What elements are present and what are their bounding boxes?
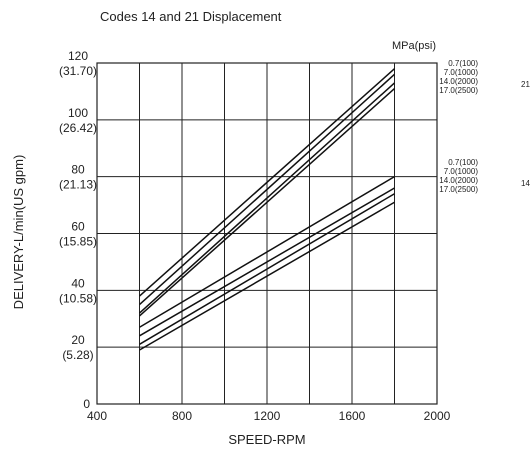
y-tick-sublabel: (15.85) [59,235,97,249]
y-tick-sublabel: (21.13) [59,178,97,192]
y-tick-label: 20 [71,333,85,347]
y-tick-sublabel: (10.58) [59,291,97,305]
legend-entry: 14.0(2000) [439,176,478,185]
group-code-label: 21 [521,80,530,89]
group-code-label: 14 [521,179,530,188]
series-lines [138,68,396,351]
series-line-21-1 [139,68,395,297]
x-tick-label: 400 [87,409,107,423]
series-line-21-3 [138,82,396,314]
y-tick-label: 80 [71,163,85,177]
legend-entry: 17.0(2500) [439,185,478,194]
legend-entry: 17.0(2500) [439,86,478,95]
legend-entry: 14.0(2000) [439,77,478,86]
x-tick-label: 2000 [424,409,451,423]
pressure-unit-label: MPa(psi) [392,40,436,52]
y-tick-label: 100 [68,106,88,120]
series-line-14-3 [139,193,395,345]
y-tick-label: 120 [68,49,88,63]
y-axis-label: DELIVERY-L/min(US gpm) [11,155,26,310]
series-line-21-4 [139,88,395,317]
y-tick-sublabel: (31.70) [59,64,97,78]
legend-entry: 0.7(100) [448,158,478,167]
grid [96,62,438,405]
legend-entry: 7.0(1000) [444,167,479,176]
x-axis-label: SPEED-RPM [228,432,305,447]
series-line-21-2 [138,73,396,306]
series-line-14-1 [139,176,395,328]
series-line-14-4 [139,201,395,351]
y-tick-label: 0 [83,397,90,411]
x-tick-label: 1600 [339,409,366,423]
series-line-14-2 [139,187,395,337]
x-tick-label: 1200 [254,409,281,423]
plot-frame [96,62,438,405]
tick-labels: 400 800 1200 1600 2000 0 20(5.28) 40(10.58) 60(1… [59,49,451,423]
legend-entry: 7.0(1000) [444,68,479,77]
y-tick-label: 60 [71,220,85,234]
legend: 0.7(100)7.0(1000)14.0(2000)17.0(2500)210… [439,59,530,194]
y-tick-sublabel: (26.42) [59,121,97,135]
y-tick-sublabel: (5.28) [62,348,93,362]
chart-title: Codes 14 and 21 Displacement [100,9,282,24]
legend-entry: 0.7(100) [448,59,478,68]
x-tick-label: 800 [172,409,192,423]
y-tick-label: 40 [71,276,85,290]
